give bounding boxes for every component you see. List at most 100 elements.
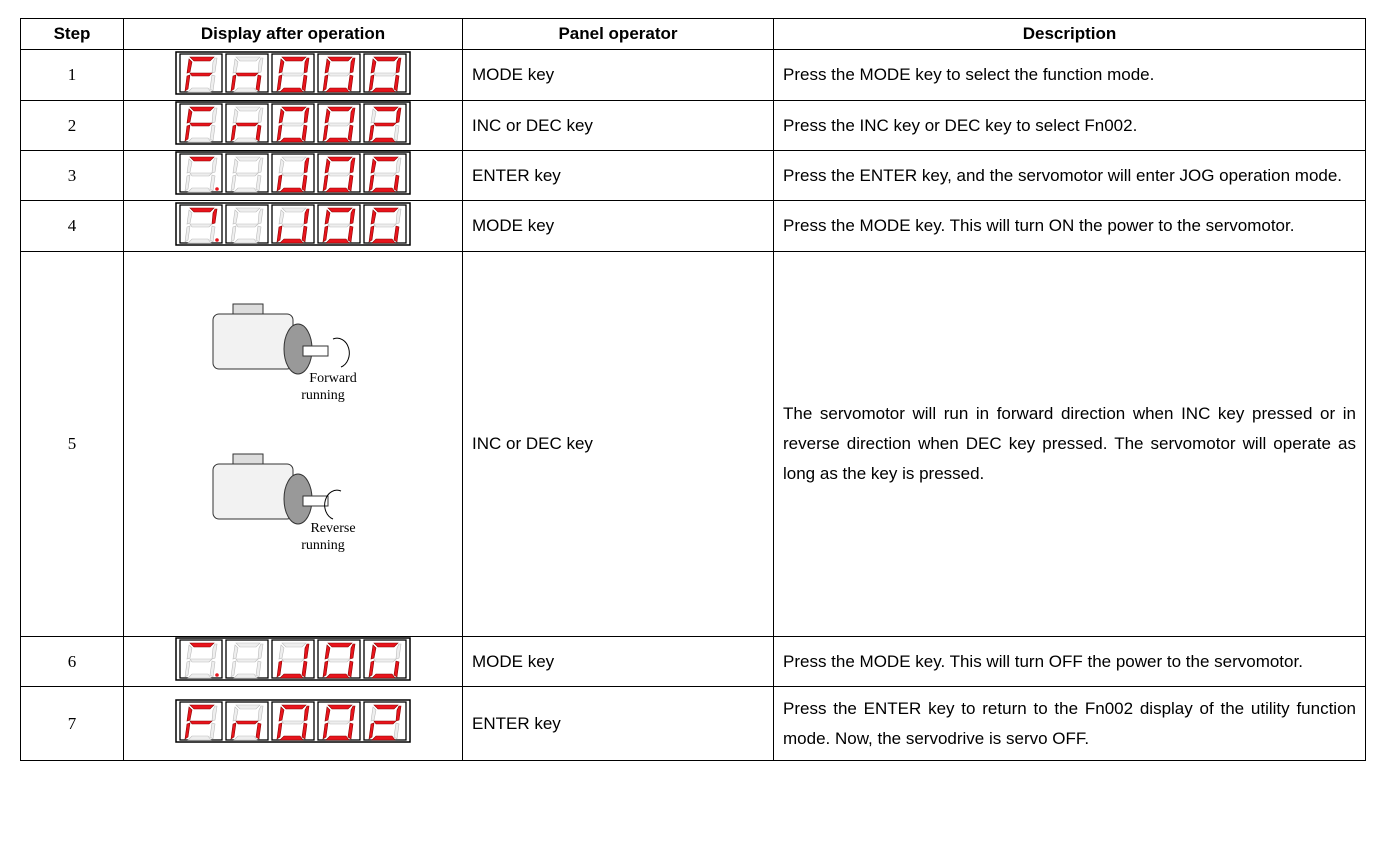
- seven-segment-display: [175, 101, 411, 145]
- segment: [395, 107, 402, 124]
- segment: [281, 156, 307, 162]
- segment: [235, 72, 259, 76]
- segment: [189, 72, 213, 76]
- segment: [232, 706, 239, 722]
- motor-shaft: [302, 345, 329, 357]
- segment: [278, 208, 285, 224]
- display-cell: [123, 686, 463, 761]
- display-cell: [123, 636, 463, 687]
- segment: [235, 207, 261, 212]
- segment: [255, 174, 262, 192]
- description-cell: Press the MODE key. This will turn OFF t…: [773, 636, 1366, 687]
- digit: [317, 701, 361, 741]
- segment: [395, 643, 402, 660]
- segment: [325, 87, 350, 92]
- motor-figure: Forward running: [203, 294, 383, 444]
- digit: [317, 153, 361, 193]
- segment: [233, 735, 258, 741]
- description-cell: Press the ENTER key, and the servomotor …: [773, 150, 1366, 201]
- segment: [230, 722, 237, 740]
- segment: [186, 158, 193, 174]
- segment: [368, 225, 375, 243]
- segment: [233, 673, 258, 679]
- segment: [327, 704, 353, 710]
- digit: [363, 639, 407, 679]
- segment: [324, 208, 331, 224]
- segment: [276, 660, 283, 678]
- segment: [301, 124, 308, 142]
- segment: [189, 56, 215, 61]
- segment: [257, 57, 264, 73]
- segment: [371, 87, 396, 92]
- step-cell: 5: [20, 251, 124, 637]
- motor-label-line: running: [301, 538, 345, 553]
- segment: [301, 660, 308, 678]
- segment: [393, 722, 400, 740]
- segment: [235, 720, 259, 725]
- segment: [232, 57, 239, 73]
- procedure-table: Step Display after operation Panel operato…: [20, 18, 1366, 761]
- motor-label: Reverse running: [301, 521, 355, 553]
- panel-operator-cell: ENTER key: [462, 150, 774, 201]
- digit: [225, 103, 269, 143]
- step-cell: 1: [20, 49, 124, 101]
- segment: [325, 187, 350, 193]
- segment: [322, 174, 329, 192]
- segment: [187, 238, 212, 243]
- segment: [276, 174, 283, 192]
- segment: [279, 187, 304, 193]
- segment: [325, 673, 350, 679]
- segment: [370, 158, 377, 174]
- segment: [233, 238, 258, 243]
- seven-segment-display: [175, 201, 411, 246]
- segment: [368, 722, 375, 740]
- digit: [363, 203, 407, 244]
- panel-operator-cell: MODE key: [462, 200, 774, 252]
- segment: [235, 56, 261, 61]
- table-row: 4 MODE key Press the MODE key. This will t…: [20, 200, 1366, 252]
- segment: [303, 57, 310, 73]
- segment: [209, 74, 216, 92]
- segment: [211, 208, 218, 224]
- segment: [189, 658, 213, 663]
- segment: [187, 137, 212, 143]
- segment: [209, 225, 216, 243]
- segment: [187, 87, 212, 92]
- digit: [225, 639, 269, 679]
- segment: [255, 660, 262, 678]
- motor-drawing: Forward running: [212, 303, 357, 403]
- segment: [371, 187, 396, 193]
- motor-label-line: Reverse: [310, 521, 355, 536]
- segment: [186, 57, 193, 73]
- segment: [368, 124, 375, 142]
- segment: [281, 56, 307, 61]
- segment: [230, 74, 237, 92]
- segment: [325, 735, 350, 741]
- segment: [276, 124, 283, 142]
- segment: [232, 158, 239, 174]
- segment: [322, 722, 329, 740]
- segment: [211, 157, 218, 174]
- segment: [393, 124, 400, 142]
- segment: [278, 57, 285, 73]
- segment: [373, 658, 397, 663]
- header-cell: Panel operator: [462, 18, 774, 50]
- segment: [257, 157, 264, 174]
- segment: [255, 74, 262, 92]
- header-cell: Step: [20, 18, 124, 50]
- segment: [347, 74, 354, 92]
- table-row: 5 Forward running Reverse running INC or DEC …: [20, 251, 1366, 637]
- segment: [211, 705, 218, 722]
- rotation-arrow: [332, 337, 350, 368]
- segment: [393, 660, 400, 678]
- segment: [327, 642, 353, 648]
- segment: [349, 57, 356, 73]
- segment: [347, 225, 354, 243]
- segment: [187, 735, 212, 741]
- motor-shaft: [302, 495, 329, 507]
- step-cell: 3: [20, 150, 124, 201]
- segment: [189, 207, 215, 212]
- motor-cap: [232, 453, 264, 465]
- digit: [363, 153, 407, 193]
